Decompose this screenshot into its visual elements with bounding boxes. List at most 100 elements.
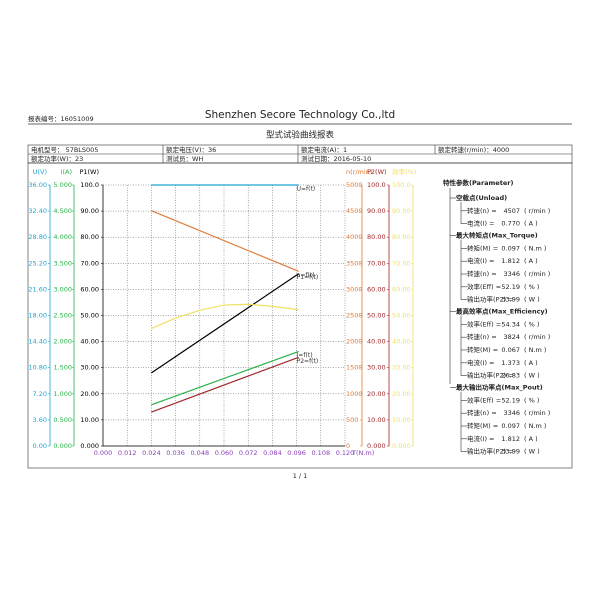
y-tick-label: 0.000 bbox=[367, 442, 386, 450]
y-tick-label: 4.500 bbox=[53, 207, 72, 215]
y-tick-label: 3.60 bbox=[33, 416, 47, 424]
axis-label: n(r/min) bbox=[346, 168, 372, 176]
param-value: 3346 bbox=[503, 270, 520, 278]
x-tick-label: 0.072 bbox=[239, 449, 258, 457]
axis-label: 效率(%) bbox=[392, 167, 416, 176]
param-value: 3346 bbox=[503, 409, 520, 417]
param-unit: ( A ) bbox=[524, 359, 538, 367]
y-tick-label: 3000 bbox=[346, 285, 363, 293]
y-tick-label: 90.00 bbox=[367, 207, 386, 215]
param-value: 26.83 bbox=[501, 372, 520, 380]
y-tick-label: 20.00 bbox=[80, 390, 99, 398]
param-unit: ( % ) bbox=[524, 396, 539, 404]
y-tick-label: 500 bbox=[346, 416, 358, 424]
info-cell: 额定电压(V)：36 bbox=[166, 145, 216, 154]
param-label: 转矩(M) = bbox=[467, 421, 498, 430]
param-unit: ( N.m ) bbox=[524, 346, 546, 354]
y-tick-label: 50.00 bbox=[367, 312, 386, 320]
info-cell: 额定转速(r/min)：4000 bbox=[438, 145, 509, 154]
y-tick-label: 50.00 bbox=[80, 312, 99, 320]
x-tick-label: 0.108 bbox=[311, 449, 330, 457]
y-tick-label: 60.00 bbox=[367, 285, 386, 293]
y-tick-label: 100.0 bbox=[392, 181, 411, 189]
y-tick-label: 28.80 bbox=[28, 233, 47, 241]
y-tick-label: 90.00 bbox=[80, 207, 99, 215]
y-tick-label: 10.80 bbox=[28, 364, 47, 372]
y-tick-label: 4.000 bbox=[53, 233, 72, 241]
curve bbox=[151, 210, 299, 272]
param-value: 1.373 bbox=[501, 359, 520, 367]
param-unit: ( A ) bbox=[524, 220, 538, 228]
x-tick-label: 0.120 bbox=[336, 449, 355, 457]
param-label: 输出功率(P2) = bbox=[467, 295, 514, 304]
x-tick-label: 0.012 bbox=[118, 449, 137, 457]
param-unit: ( % ) bbox=[524, 320, 539, 328]
param-unit: ( W ) bbox=[524, 372, 540, 380]
x-tick-label: 0.048 bbox=[190, 449, 209, 457]
param-value: 4507 bbox=[503, 207, 520, 215]
param-unit: ( W ) bbox=[524, 296, 540, 304]
param-value: 0.067 bbox=[501, 346, 520, 354]
y-tick-label: 80.00 bbox=[367, 233, 386, 241]
param-value: 0.097 bbox=[501, 244, 520, 252]
y-tick-label: 0.500 bbox=[53, 416, 72, 424]
param-label: 输出功率(P2) = bbox=[467, 371, 514, 380]
x-tick-label: 0.000 bbox=[94, 449, 113, 457]
info-cell: 额定电流(A)：1 bbox=[301, 145, 347, 154]
y-tick-label: 36.00 bbox=[28, 181, 47, 189]
group-title: 空载点(Unload) bbox=[456, 193, 507, 202]
curve bbox=[151, 356, 299, 413]
y-tick-label: 70.00 bbox=[80, 259, 99, 267]
param-unit: ( % ) bbox=[524, 283, 539, 291]
curve-label: n=f(t) bbox=[297, 272, 315, 279]
info-cell: 额定功率(W)：23 bbox=[31, 154, 83, 163]
y-tick-label: 40.00 bbox=[392, 338, 411, 346]
curve-label: P2=f(t) bbox=[297, 358, 319, 365]
y-tick-label: 100.0 bbox=[80, 181, 99, 189]
param-label: 效率(Eff) = bbox=[467, 395, 501, 404]
param-unit: ( r/min ) bbox=[524, 270, 550, 278]
y-tick-label: 4500 bbox=[346, 207, 363, 215]
param-label: 电流(I) = bbox=[467, 256, 495, 265]
info-table-grid bbox=[27, 144, 573, 469]
y-tick-label: 40.00 bbox=[80, 338, 99, 346]
y-tick-label: 3.500 bbox=[53, 259, 72, 267]
y-tick-label: 1.000 bbox=[53, 390, 72, 398]
param-unit: ( W ) bbox=[524, 448, 540, 456]
y-tick-label: 0 bbox=[346, 442, 350, 450]
curve-label: U=f(t) bbox=[297, 186, 316, 193]
y-tick-label: 30.00 bbox=[80, 364, 99, 372]
param-label: 转矩(M) = bbox=[467, 345, 498, 354]
y-tick-label: 0.00 bbox=[33, 442, 47, 450]
param-label: 输出功率(P2) = bbox=[467, 447, 514, 456]
param-label: 效率(Eff) = bbox=[467, 282, 501, 291]
param-unit: ( r/min ) bbox=[524, 409, 550, 417]
curve-label: I=f(t) bbox=[297, 352, 313, 359]
param-value: 1.812 bbox=[501, 435, 520, 443]
param-unit: ( N.m ) bbox=[524, 422, 546, 430]
param-label: 电流(I) = bbox=[467, 434, 495, 443]
param-value: 0.770 bbox=[501, 220, 520, 228]
y-tick-label: 0.000 bbox=[80, 442, 99, 450]
info-cell: 测试日期：2016-05-10 bbox=[301, 154, 371, 163]
param-value: 54.34 bbox=[501, 320, 520, 328]
group-title: 最高效率点(Max_Efficiency) bbox=[456, 307, 548, 316]
x-tick-label: 0.096 bbox=[287, 449, 306, 457]
y-tick-label: 50.00 bbox=[392, 312, 411, 320]
group-title: 最大输出功率点(Max_Pout) bbox=[456, 383, 543, 392]
param-label: 转速(n) = bbox=[467, 269, 497, 278]
axis-label: P2(W) bbox=[367, 168, 387, 176]
param-label: 电流(I) = bbox=[467, 358, 495, 367]
y-tick-label: 0.000 bbox=[392, 442, 411, 450]
param-value: 1.812 bbox=[501, 257, 520, 265]
y-tick-label: 80.00 bbox=[392, 233, 411, 241]
param-unit: ( A ) bbox=[524, 257, 538, 265]
x-tick-label: 0.084 bbox=[263, 449, 282, 457]
param-unit: ( r/min ) bbox=[524, 333, 550, 341]
param-label: 效率(Eff) = bbox=[467, 319, 501, 328]
y-tick-label: 20.00 bbox=[392, 390, 411, 398]
y-tick-label: 3500 bbox=[346, 259, 363, 267]
param-label: 转速(n) = bbox=[467, 206, 497, 215]
param-value: 33.99 bbox=[501, 296, 520, 304]
